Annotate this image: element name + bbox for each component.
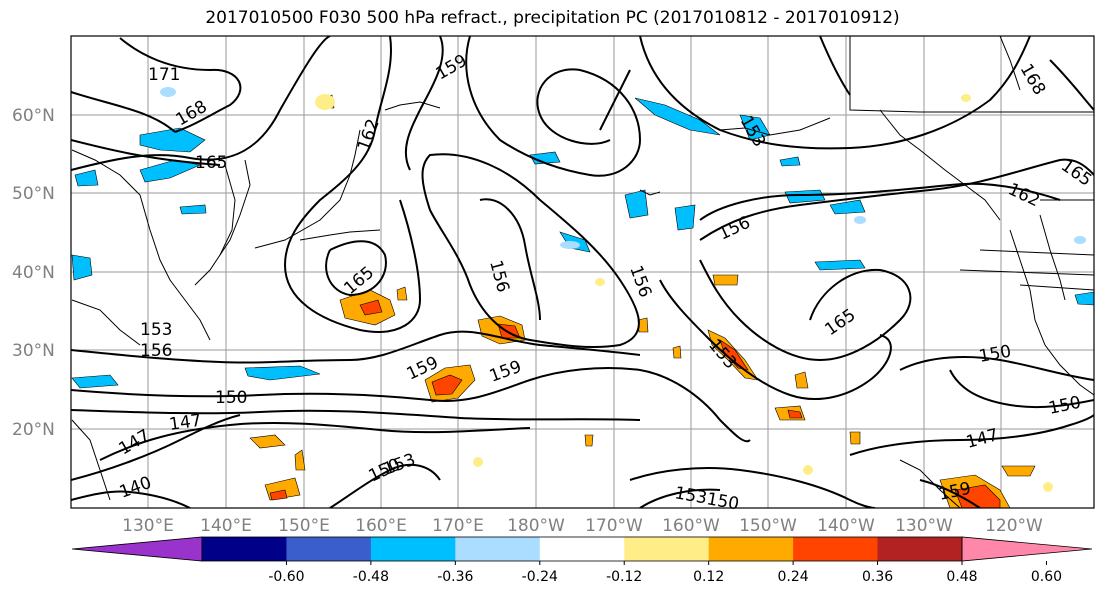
contour-label: 150 — [215, 388, 247, 408]
colorbar-segment — [202, 537, 287, 561]
colorbar-segment — [539, 537, 625, 561]
refractivity-contours — [71, 36, 1094, 508]
lon-label: 170°E — [432, 516, 484, 536]
colorbar-tick-label: 0.36 — [862, 569, 893, 585]
contour-label: 153 — [140, 320, 172, 340]
lon-label: 140°E — [200, 516, 252, 536]
latitude-labels: 60°N 50°N 40°N 30°N 20°N — [12, 106, 55, 440]
lon-label: 120°W — [985, 516, 1043, 536]
lat-label: 30°N — [12, 341, 55, 361]
precip-positive-patches — [249, 94, 1036, 508]
lat-label: 60°N — [12, 106, 55, 126]
colorbar-tick-label: 0.24 — [778, 569, 809, 585]
colorbar-border — [201, 536, 963, 562]
colorbar-tick-label: -0.12 — [606, 569, 642, 585]
lon-label: 140°W — [817, 516, 875, 536]
colorbar-tick-label: 0.12 — [693, 569, 724, 585]
lon-label: 130°E — [122, 516, 174, 536]
colorbar-tick-label: -0.60 — [268, 569, 304, 585]
colorbar-tick-label: -0.36 — [437, 569, 473, 585]
lat-label: 40°N — [12, 263, 55, 283]
lon-label: 160°W — [662, 516, 720, 536]
lon-label: 160°E — [355, 516, 407, 536]
precip-light-positive — [315, 94, 1053, 492]
colorbar-segment — [455, 537, 541, 561]
colorbar-segment — [286, 537, 372, 561]
longitude-labels: 130°E 140°E 150°E 160°E 170°E 180°W 170°… — [122, 516, 1043, 536]
colorbar-tick-label: 0.48 — [946, 569, 977, 585]
lat-label: 20°N — [12, 420, 55, 440]
colorbar-tick-label: -0.24 — [522, 569, 558, 585]
map-title: 2017010500 F030 500 hPa refract., precip… — [205, 8, 900, 28]
contour-label: 171 — [148, 65, 180, 85]
colorbar-segment — [708, 537, 794, 561]
colorbar-extend-low — [71, 536, 203, 562]
contour-label: 150 — [705, 489, 740, 514]
lon-label: 130°W — [895, 516, 953, 536]
colorbar-segment — [370, 537, 456, 561]
colorbar-segment — [793, 537, 879, 561]
contour-label: 165 — [195, 153, 227, 173]
colorbar-tick-label: 0.60 — [1031, 569, 1062, 585]
colorbar-segment — [624, 537, 710, 561]
colorbar: -0.60 -0.48 -0.36 -0.24 -0.12 0.12 0.24 0.36 0.4… — [71, 536, 1093, 585]
colorbar-segment — [877, 537, 963, 561]
precip-light-negative — [160, 87, 1086, 249]
lon-label: 180°W — [507, 516, 565, 536]
lon-label: 150°E — [278, 516, 330, 536]
colorbar-extend-high — [961, 536, 1093, 562]
map-frame — [70, 35, 1095, 509]
contour-label: 147 — [168, 411, 203, 435]
contour-label: 156 — [140, 341, 172, 361]
colorbar-tick-label: -0.48 — [353, 569, 389, 585]
lat-label: 50°N — [12, 184, 55, 204]
precip-negative-patches — [71, 97, 1094, 389]
lon-label: 150°W — [739, 516, 797, 536]
lon-label: 170°W — [585, 516, 643, 536]
